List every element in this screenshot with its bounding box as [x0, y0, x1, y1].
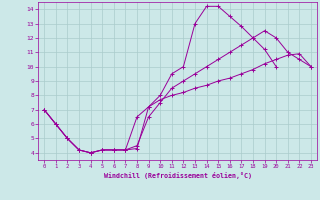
X-axis label: Windchill (Refroidissement éolien,°C): Windchill (Refroidissement éolien,°C)	[104, 172, 252, 179]
